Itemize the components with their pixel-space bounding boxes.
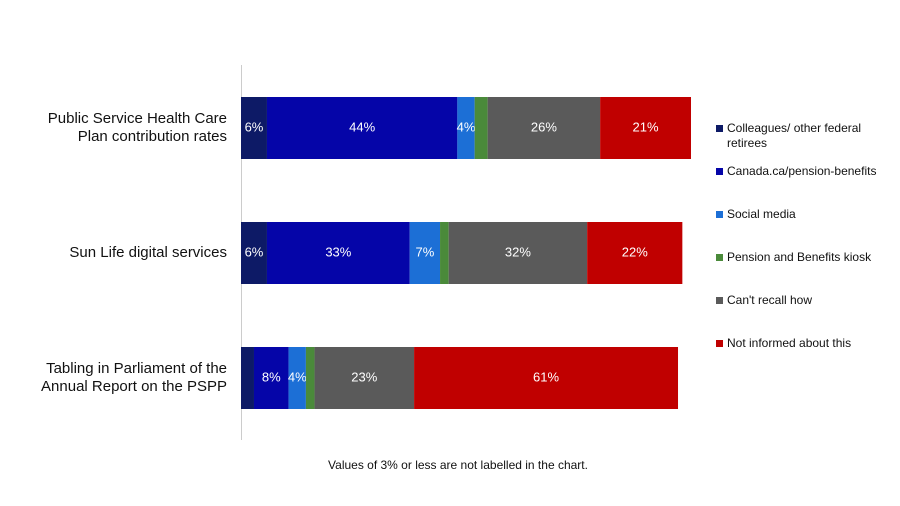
value-label: 6% [245,244,264,259]
bar-segment [241,97,267,159]
value-label: 44% [349,119,375,134]
bar-segment [288,347,306,409]
value-label: 4% [457,119,476,134]
category-label: Sun Life digital services [69,244,227,261]
bar-segment [474,97,488,159]
legend-swatch [716,297,723,304]
legend-label: Can't recall how [727,293,812,307]
value-label: 33% [325,244,351,259]
legend-label: Social media [727,207,796,221]
bar-segment [448,222,588,284]
bar-segment [587,222,683,284]
bar-segment [487,97,601,159]
legend-swatch [716,125,723,132]
chart-note: Values of 3% or less are not labelled in… [328,458,588,472]
category-label: Tabling in Parliament of the Annual Repo… [41,360,227,395]
value-label: 32% [505,244,531,259]
value-label: 61% [533,369,559,384]
value-label: 21% [633,119,659,134]
legend-label: Pension and Benefits kiosk [727,250,872,264]
bar-segment [600,97,691,159]
legend-label: Canada.ca/pension-benefits [727,164,877,178]
category-label: Public Service Health Care Plan contribu… [47,110,227,145]
value-label: 8% [262,369,281,384]
legend-label: Colleagues/ other federal retirees [727,121,862,150]
bar-segment [266,97,458,159]
value-label: 7% [415,244,434,259]
bar-segment [266,222,410,284]
value-label: 23% [351,369,377,384]
bar-segment [457,97,475,159]
value-label: 26% [531,119,557,134]
legend-swatch [716,211,723,218]
bar-segment [409,222,441,284]
bar-segment [241,222,267,284]
legend-swatch [716,168,723,175]
bar-segment [314,347,415,409]
bar-segment [305,347,315,409]
legend-label: Not informed about this [727,336,852,350]
bar-segment [253,347,289,409]
bar-segment [440,222,449,284]
value-label: 6% [245,119,264,134]
bar-segment [241,347,254,409]
value-label: 4% [288,369,307,384]
bar-segment [414,347,679,409]
legend-swatch [716,340,723,347]
legend-swatch [716,254,723,261]
value-label: 22% [622,244,648,259]
